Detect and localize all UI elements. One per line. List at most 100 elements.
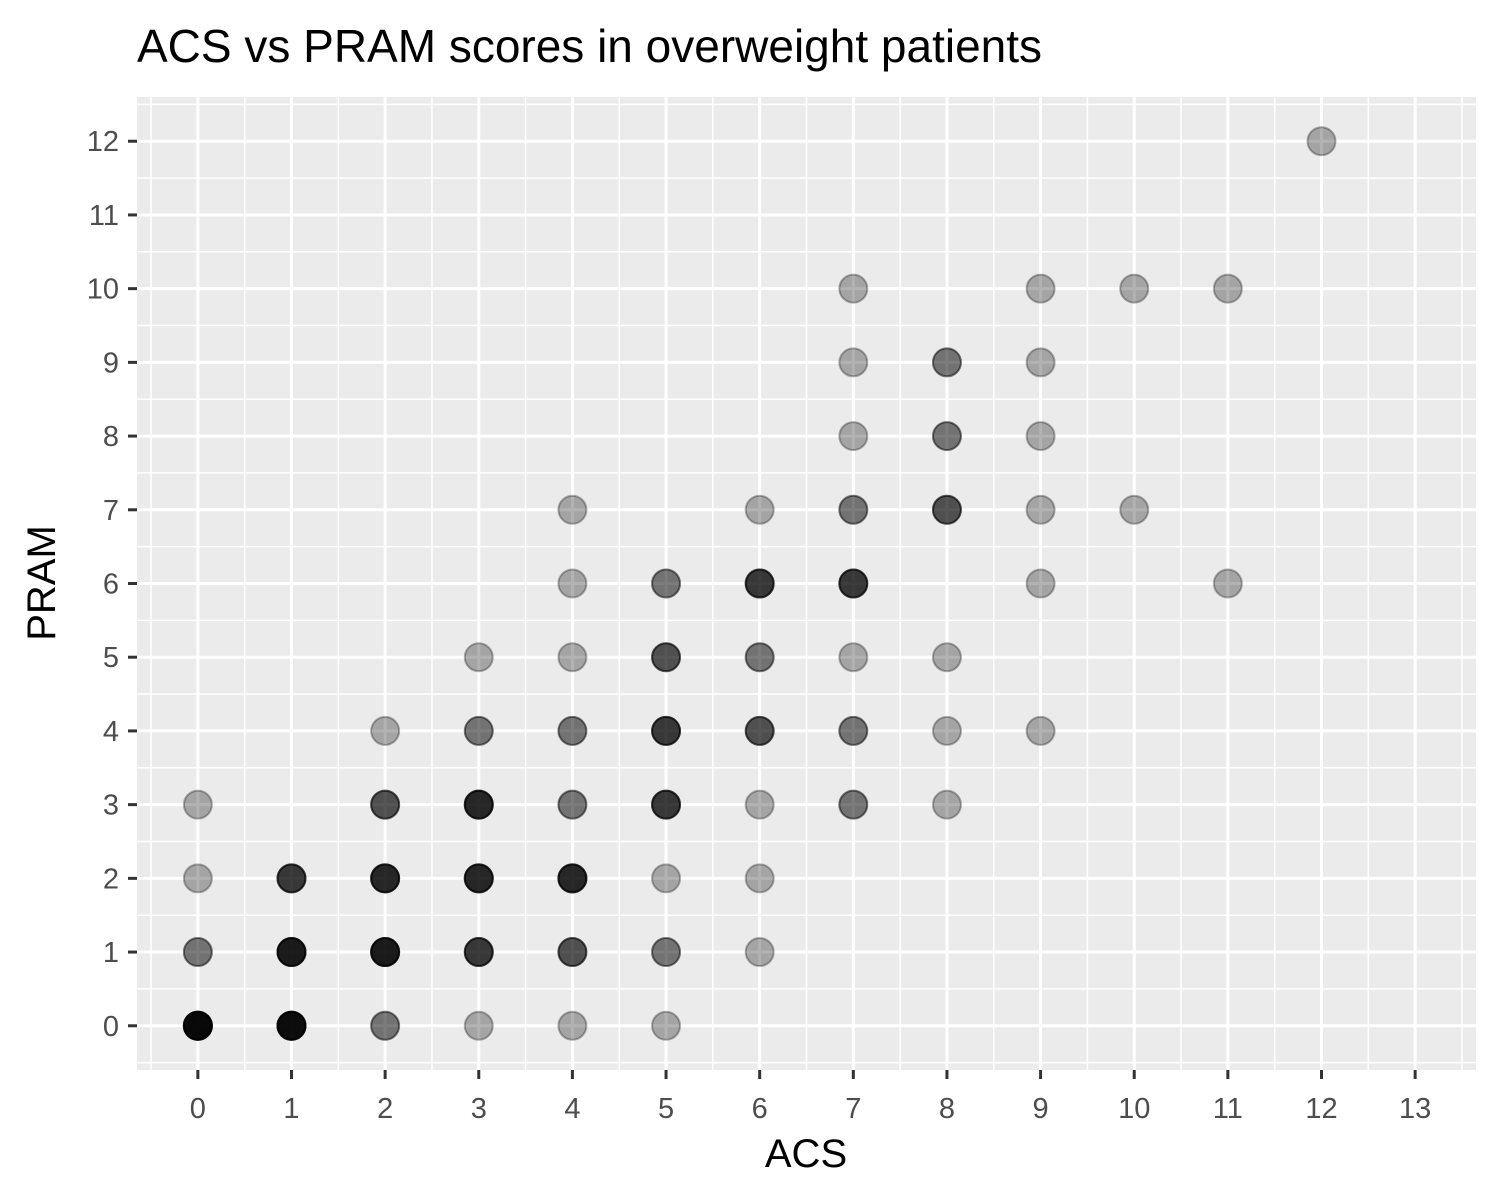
- point-mark: [838, 568, 869, 599]
- point-mark: [182, 1010, 213, 1041]
- point-mark: [838, 494, 869, 525]
- point-mark: [838, 789, 869, 820]
- point-mark: [276, 863, 307, 894]
- point-mark: [370, 789, 401, 820]
- point-mark: [463, 789, 494, 820]
- data-point: [1025, 715, 1056, 746]
- point-mark: [557, 789, 588, 820]
- data-point: [838, 568, 869, 599]
- data-point: [1025, 568, 1056, 599]
- data-point: [557, 642, 588, 673]
- data-point: [931, 347, 962, 378]
- point-mark: [838, 273, 869, 304]
- point-mark: [463, 937, 494, 968]
- point-mark: [838, 568, 869, 599]
- point-mark: [557, 863, 588, 894]
- point-mark: [370, 863, 401, 894]
- y-tick-label: 3: [103, 790, 119, 822]
- data-point: [931, 494, 962, 525]
- point-mark: [744, 568, 775, 599]
- data-point: [557, 789, 588, 820]
- x-axis: 0 1 2 3 4 5 6 7 8 9 10 11 12 13: [190, 1070, 1431, 1125]
- data-point: [651, 937, 682, 968]
- point-mark: [276, 1010, 307, 1041]
- point-mark: [463, 789, 494, 820]
- point-mark: [838, 568, 869, 599]
- point-mark: [931, 494, 962, 525]
- data-point: [1212, 273, 1243, 304]
- point-mark: [276, 937, 307, 968]
- point-mark: [1212, 273, 1243, 304]
- data-point: [370, 1010, 401, 1041]
- point-mark: [744, 642, 775, 673]
- point-mark: [838, 421, 869, 452]
- data-point: [557, 937, 588, 968]
- point-mark: [276, 937, 307, 968]
- point-mark: [1025, 715, 1056, 746]
- chart-title: ACS vs PRAM scores in overweight patient…: [137, 20, 1042, 72]
- data-point: [370, 863, 401, 894]
- data-point: [651, 715, 682, 746]
- point-mark: [370, 863, 401, 894]
- data-point: [838, 789, 869, 820]
- point-mark: [1025, 421, 1056, 452]
- point-mark: [463, 937, 494, 968]
- x-tick-label: 12: [1305, 1093, 1337, 1125]
- point-mark: [651, 863, 682, 894]
- point-mark: [557, 642, 588, 673]
- point-mark: [557, 863, 588, 894]
- point-mark: [182, 1010, 213, 1041]
- point-mark: [651, 642, 682, 673]
- point-mark: [931, 421, 962, 452]
- data-point: [182, 863, 213, 894]
- x-tick-label: 11: [1213, 1093, 1243, 1125]
- point-mark: [651, 937, 682, 968]
- point-mark: [1025, 568, 1056, 599]
- x-tick-label: 6: [752, 1093, 768, 1125]
- point-mark: [931, 642, 962, 673]
- data-point: [1025, 421, 1056, 452]
- data-point: [463, 789, 494, 820]
- point-mark: [651, 568, 682, 599]
- y-tick-label: 10: [87, 274, 119, 306]
- point-mark: [463, 937, 494, 968]
- point-mark: [931, 789, 962, 820]
- point-mark: [651, 789, 682, 820]
- point-mark: [557, 937, 588, 968]
- data-point: [744, 568, 775, 599]
- point-mark: [931, 715, 962, 746]
- data-point: [1025, 494, 1056, 525]
- y-tick-label: 4: [103, 716, 119, 748]
- y-tick-label: 0: [103, 1011, 119, 1043]
- data-point: [1119, 494, 1150, 525]
- data-point: [838, 715, 869, 746]
- data-point: [838, 347, 869, 378]
- data-point: [557, 494, 588, 525]
- point-mark: [651, 1010, 682, 1041]
- data-point: [276, 937, 307, 968]
- data-point: [744, 863, 775, 894]
- data-point: [744, 494, 775, 525]
- data-point: [463, 1010, 494, 1041]
- point-mark: [463, 863, 494, 894]
- point-mark: [276, 863, 307, 894]
- x-tick-label: 9: [1033, 1093, 1049, 1125]
- point-mark: [1212, 568, 1243, 599]
- point-mark: [276, 937, 307, 968]
- point-mark: [463, 863, 494, 894]
- point-mark: [651, 715, 682, 746]
- data-point: [276, 863, 307, 894]
- data-point: [931, 642, 962, 673]
- point-mark: [931, 347, 962, 378]
- point-mark: [838, 715, 869, 746]
- point-mark: [1119, 273, 1150, 304]
- point-mark: [182, 1010, 213, 1041]
- point-mark: [182, 1010, 213, 1041]
- point-mark: [276, 1010, 307, 1041]
- point-mark: [744, 568, 775, 599]
- point-mark: [557, 937, 588, 968]
- data-point: [838, 494, 869, 525]
- point-mark: [838, 715, 869, 746]
- point-mark: [931, 347, 962, 378]
